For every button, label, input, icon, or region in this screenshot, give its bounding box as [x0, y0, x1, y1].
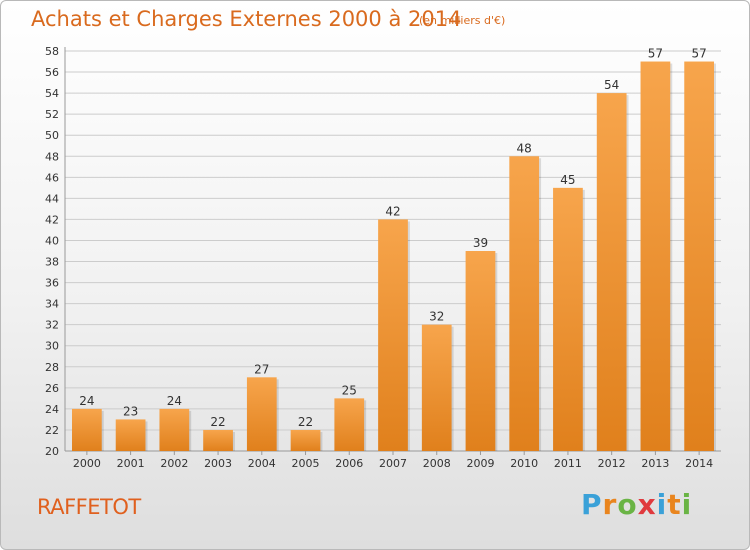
y-tick-label: 24 [45, 403, 59, 416]
x-tick-label: 2014 [685, 457, 713, 470]
y-tick-label: 48 [45, 150, 59, 163]
bar-value-label: 25 [342, 383, 357, 397]
x-tick-label: 2004 [248, 457, 276, 470]
bar [290, 429, 321, 451]
bar-value-label: 32 [429, 310, 444, 324]
bar-value-label: 42 [385, 204, 400, 218]
y-tick-label: 52 [45, 108, 59, 121]
x-tick-label: 2005 [292, 457, 320, 470]
bar-value-label: 45 [560, 173, 575, 187]
logo-letter: t [667, 488, 682, 521]
x-tick-label: 2001 [117, 457, 145, 470]
chart-subtitle: (en milliers d'€) [419, 14, 506, 27]
x-tick-label: 2008 [423, 457, 451, 470]
x-tick-label: 2006 [335, 457, 363, 470]
bar-value-label: 27 [254, 362, 269, 376]
y-tick-label: 40 [45, 234, 59, 247]
bar-value-label: 22 [298, 415, 313, 429]
bar-value-label: 24 [79, 394, 94, 408]
bar [334, 398, 365, 451]
logo-letter: i [681, 488, 693, 521]
place-name: RAFFETOT [37, 495, 141, 519]
x-tick-label: 2003 [204, 457, 232, 470]
bar [203, 429, 233, 451]
x-tick-label: 2012 [598, 457, 626, 470]
y-tick-label: 30 [45, 340, 59, 353]
bar [509, 156, 540, 451]
bar-value-label: 39 [473, 236, 488, 250]
logo-letter: i [656, 488, 668, 521]
bar [553, 187, 583, 451]
x-tick-label: 2010 [510, 457, 538, 470]
y-tick-label: 54 [45, 87, 59, 100]
bar [465, 251, 496, 451]
y-tick-label: 28 [45, 361, 59, 374]
x-tick-label: 2007 [379, 457, 407, 470]
x-tick-label: 2013 [641, 457, 669, 470]
logo-letter: o [617, 488, 638, 521]
y-tick-label: 56 [45, 66, 59, 79]
y-tick-label: 26 [45, 382, 59, 395]
y-tick-label: 58 [45, 45, 59, 58]
proxiti-logo: Proxiti [581, 488, 692, 521]
y-tick-label: 36 [45, 277, 59, 290]
logo-letter: P [581, 488, 603, 521]
bar-value-label: 24 [167, 394, 182, 408]
bar-value-label: 57 [648, 47, 663, 61]
bar [378, 219, 408, 451]
x-tick-label: 2002 [160, 457, 188, 470]
x-tick-label: 2000 [73, 457, 101, 470]
y-tick-label: 50 [45, 129, 59, 142]
bar [71, 408, 102, 451]
y-tick-label: 46 [45, 171, 59, 184]
x-tick-label: 2009 [466, 457, 494, 470]
y-tick-label: 42 [45, 213, 59, 226]
bar [640, 61, 671, 452]
x-tick-label: 2011 [554, 457, 582, 470]
bar-value-label: 48 [517, 141, 532, 155]
y-tick-label: 22 [45, 424, 59, 437]
logo-letter: r [602, 488, 618, 521]
bar [596, 93, 627, 452]
bar [684, 61, 715, 452]
bar-value-label: 57 [691, 47, 706, 61]
y-tick-label: 38 [45, 256, 59, 269]
bar [421, 324, 452, 451]
bar [159, 408, 190, 451]
chart-title: Achats et Charges Externes 2000 à 2014 [31, 7, 462, 31]
logo-letter: x [637, 488, 657, 521]
bar-value-label: 22 [210, 415, 225, 429]
y-tick-label: 20 [45, 445, 59, 458]
y-tick-label: 44 [45, 192, 59, 205]
bar [115, 419, 146, 451]
y-tick-label: 34 [45, 298, 59, 311]
bar-value-label: 23 [123, 404, 138, 418]
bar [246, 377, 277, 451]
bar-value-label: 54 [604, 78, 619, 92]
y-tick-label: 32 [45, 319, 59, 332]
